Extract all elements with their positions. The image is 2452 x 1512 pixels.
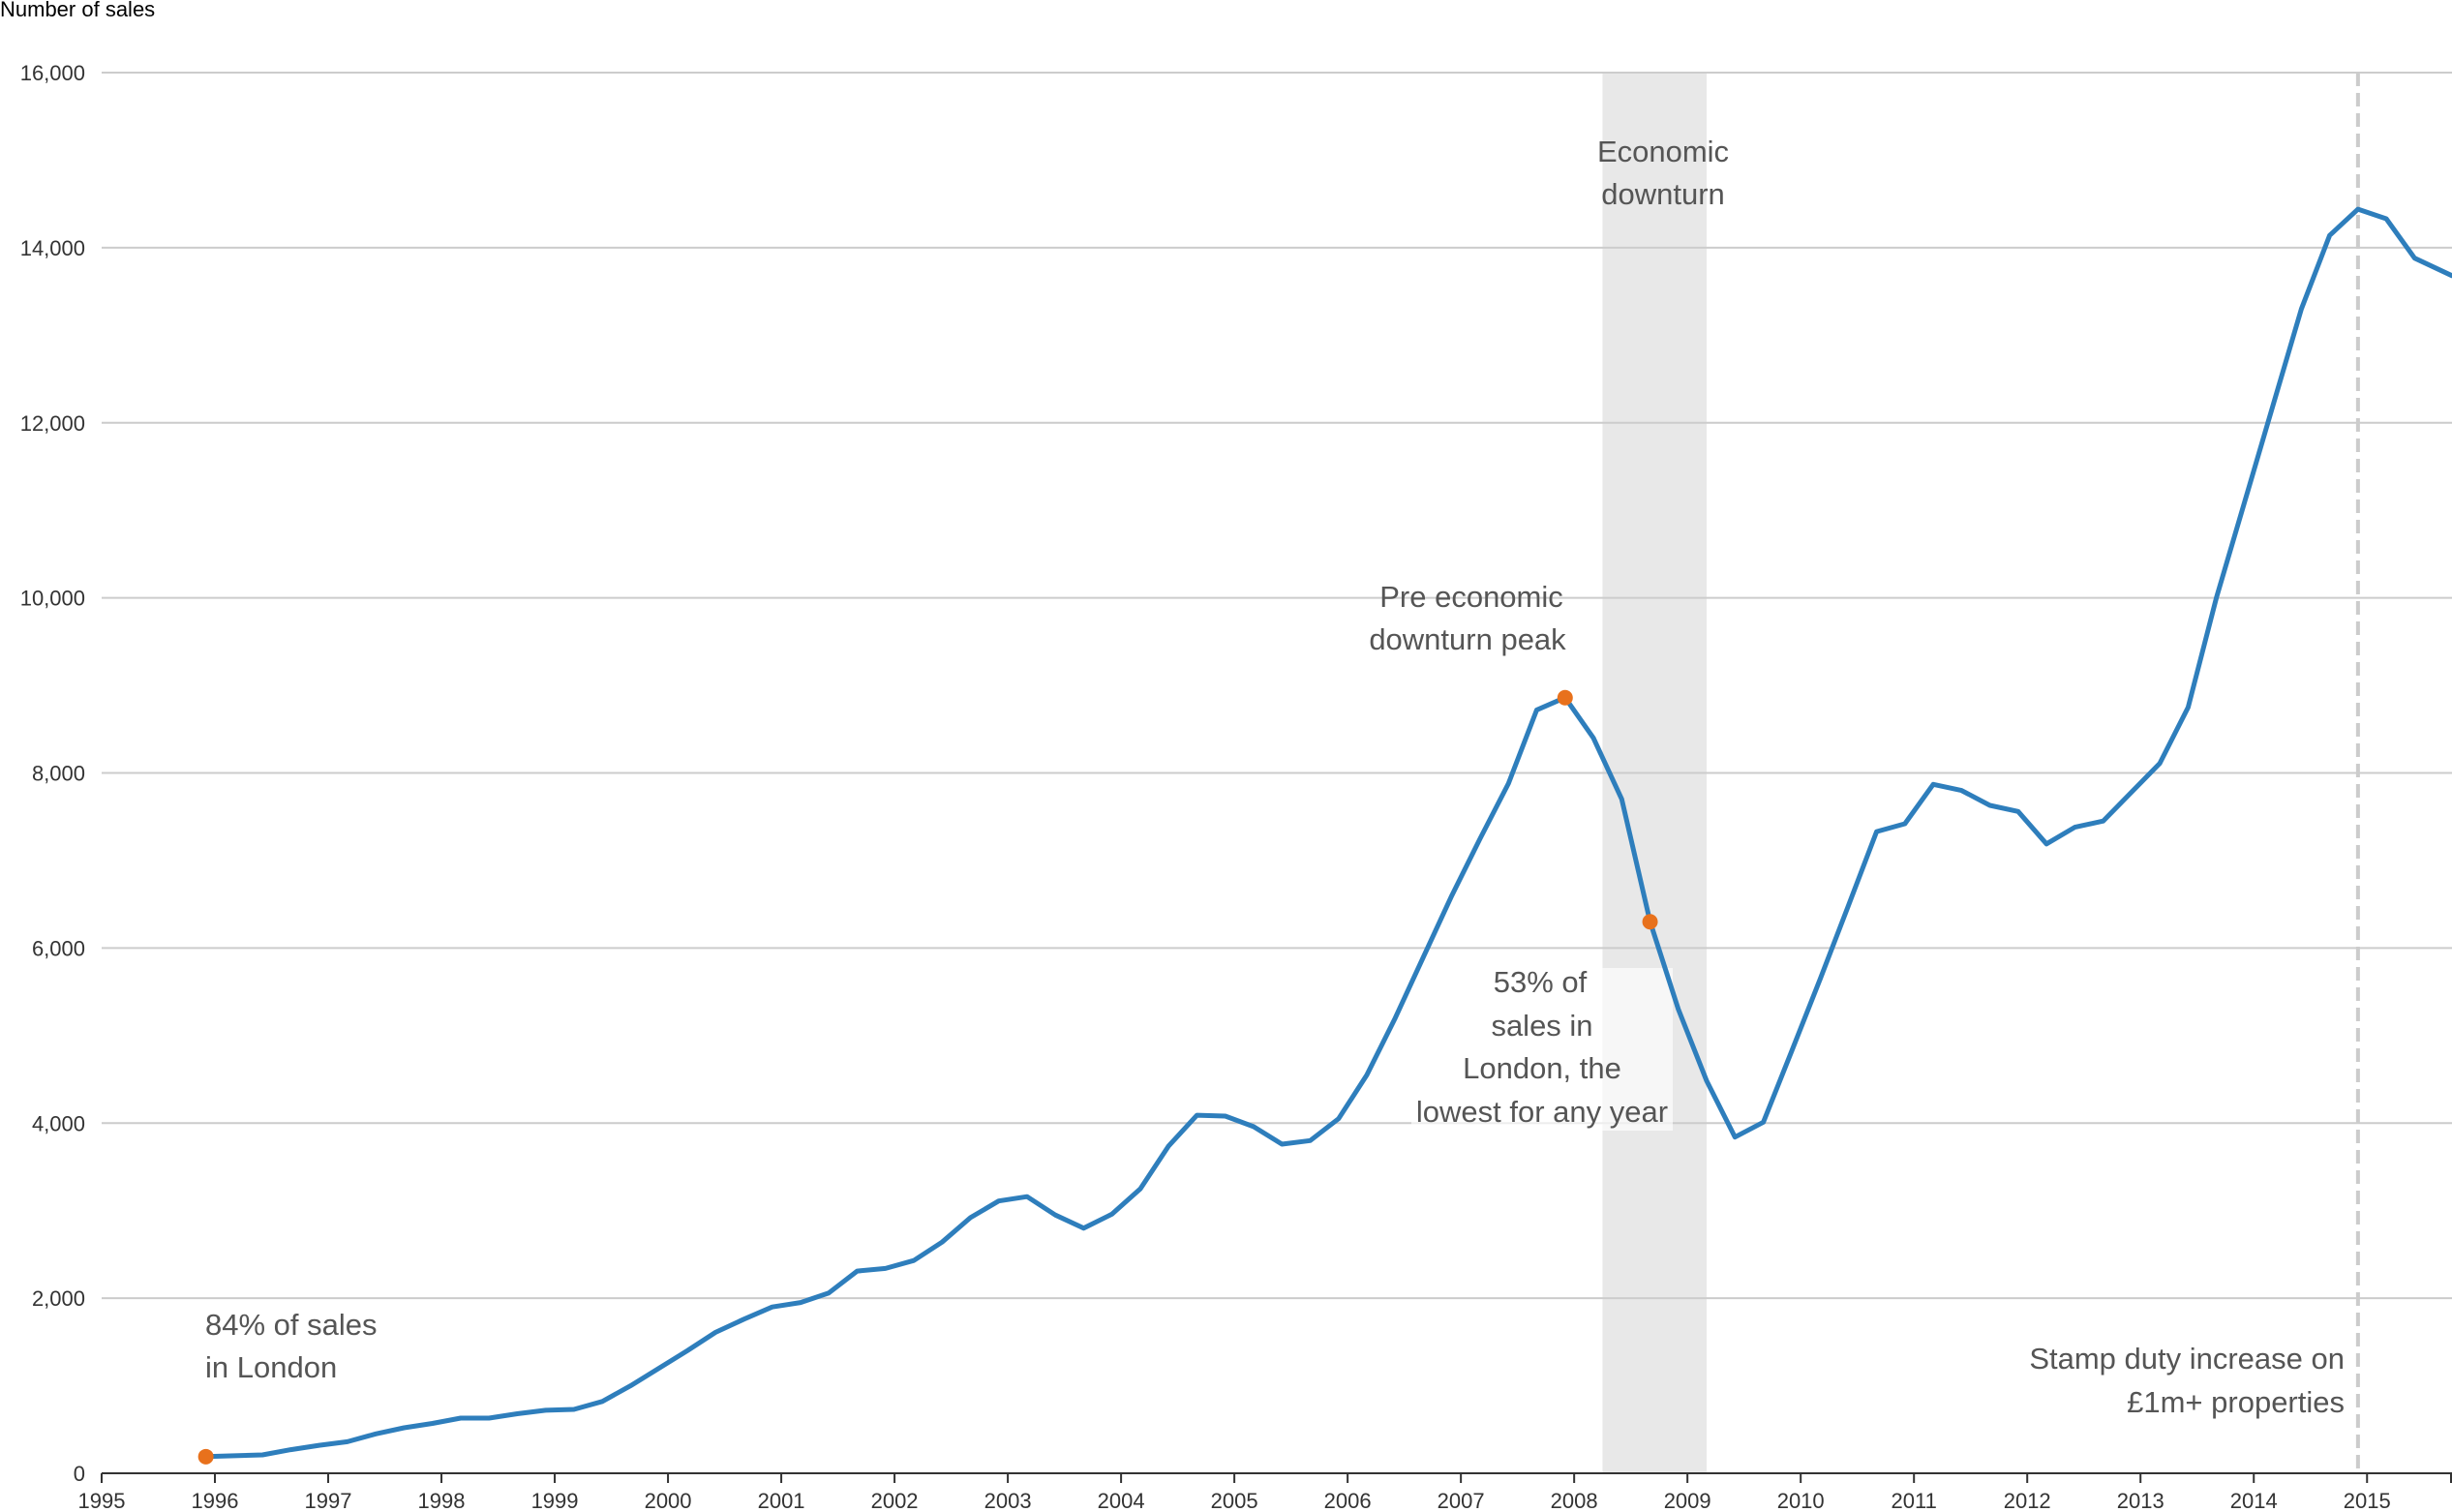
x-tick-label: 1995 [78,1489,126,1512]
x-tick-label: 2000 [645,1489,692,1512]
x-tick-label: 2007 [1438,1489,1485,1512]
series-line-layer [203,206,2452,1460]
annotation-53pct-line3: London, the [1463,1051,1621,1085]
x-tick-label: 2002 [871,1489,919,1512]
x-tick-label: 2006 [1324,1489,1372,1512]
annotation-84pct-line1: 84% of sales [205,1308,378,1342]
x-tick-label: 2014 [2230,1489,2278,1512]
x-tick-label: 2003 [984,1489,1032,1512]
x-axis: 1995 1996 1997 1998 1999 2000 2001 2002 2003 2004… [78,1472,2452,1512]
x-tick-label: 1999 [531,1489,579,1512]
x-tick-label: 2005 [1211,1489,1258,1512]
x-tick-label: 2015 [2344,1489,2391,1512]
y-axis-ticks: 0 2,000 4,000 6,000 8,000 10,000 12,000 14,000 1… [20,61,85,1486]
x-tick-label: 2010 [1777,1489,1825,1512]
downturn-band-label-line1: Economic [1597,135,1729,168]
y-tick-label: 10,000 [20,587,85,611]
y-tick-label: 8,000 [32,762,85,786]
y-tick-label: 12,000 [20,411,85,436]
downturn-band-label-line2: downturn [1601,177,1725,211]
x-tick-label: 1997 [305,1489,352,1512]
sales-line [203,206,2452,1460]
x-tick-label: 2001 [758,1489,805,1512]
x-tick-label: 2012 [2004,1489,2051,1512]
x-tick-label: 2011 [1892,1489,1937,1512]
y-tick-label: 2,000 [32,1286,85,1311]
x-tick-label: 2004 [1098,1489,1145,1512]
y-tick-label: 6,000 [32,936,85,960]
stamp-duty-label-line2: £1m+ properties [2127,1385,2345,1419]
y-tick-label: 16,000 [20,61,85,85]
x-tick-label: 1996 [192,1489,239,1512]
y-tick-label: 14,000 [20,236,85,260]
highlight-marker [197,1448,214,1465]
highlight-markers [197,689,1658,1465]
annotation-peak-line2: downturn peak [1369,622,1566,656]
annotation-53pct-line4: lowest for any year [1416,1095,1668,1129]
annotation-53pct-background [1411,968,1673,1131]
highlight-marker [1557,689,1573,706]
stamp-duty-label-line1: Stamp duty increase on [2029,1342,2345,1376]
y-axis-title: Number of sales [0,0,155,21]
gridlines [102,72,2452,1300]
y-tick-label: 0 [74,1462,85,1486]
annotation-53pct-line2: sales in [1491,1009,1592,1043]
annotation-peak-line1: Pre economic [1379,580,1563,614]
highlight-marker [1642,914,1658,930]
x-tick-label: 2013 [2117,1489,2164,1512]
annotation-53pct-line1: 53% of [1494,965,1588,999]
y-tick-label: 4,000 [32,1111,85,1135]
annotation-84pct-line2: in London [205,1350,337,1384]
x-tick-label: 2009 [1664,1489,1711,1512]
x-tick-label: 1998 [418,1489,466,1512]
x-tick-label: 2008 [1551,1489,1598,1512]
